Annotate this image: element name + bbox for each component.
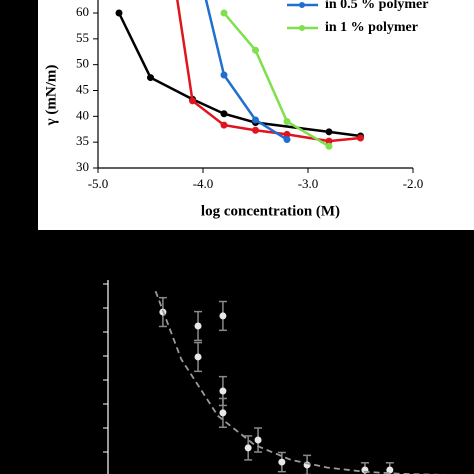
data-point [325, 142, 333, 150]
x-tick-label: -2.0 [403, 176, 424, 191]
y-tick-label: 35 [76, 133, 89, 148]
legend-label: in 1 % polymer [325, 20, 418, 35]
data-point [219, 387, 227, 395]
data-point [325, 128, 333, 136]
data-point [278, 458, 286, 466]
data-point [283, 118, 291, 125]
y-tick-label: 60 [76, 4, 89, 19]
data-point [115, 9, 123, 17]
data-point [219, 312, 227, 320]
data-point [254, 436, 262, 444]
data-point [220, 121, 228, 129]
x-tick-label: -5.0 [88, 176, 109, 191]
data-point [357, 134, 364, 142]
data-point [220, 110, 228, 118]
plot-area [115, 0, 364, 150]
top-panel [38, 0, 474, 230]
series-line [204, 0, 288, 141]
legend-marker [299, 25, 305, 31]
data-point [194, 322, 202, 330]
series-line [223, 12, 330, 148]
data-point [220, 9, 228, 17]
data-point [283, 136, 291, 144]
data-point [189, 97, 196, 105]
data-point [220, 71, 228, 79]
data-point [386, 466, 394, 474]
y-tick-label: 40 [76, 107, 89, 122]
data-point [252, 46, 259, 54]
data-point [219, 409, 227, 417]
x-tick-label: -4.0 [193, 176, 214, 191]
x-tick-label: -3.0 [298, 176, 319, 191]
data-point [147, 74, 154, 82]
legend-marker [299, 2, 305, 8]
x-axis-label: log concentration (M) [201, 203, 340, 219]
data-point [244, 444, 252, 452]
legend-label: in 0.5 % polymer [325, 0, 428, 12]
data-point [252, 116, 259, 124]
y-tick-label: 50 [76, 56, 89, 71]
data-point [252, 126, 259, 134]
y-tick-label: 45 [76, 81, 89, 96]
plot-area [154, 290, 447, 474]
y-tick-label: 30 [76, 159, 89, 174]
series-line [154, 290, 447, 474]
data-point [194, 353, 202, 361]
y-axis-label: γ (mN/m) [43, 65, 59, 127]
y-tick-label: 55 [76, 30, 89, 45]
